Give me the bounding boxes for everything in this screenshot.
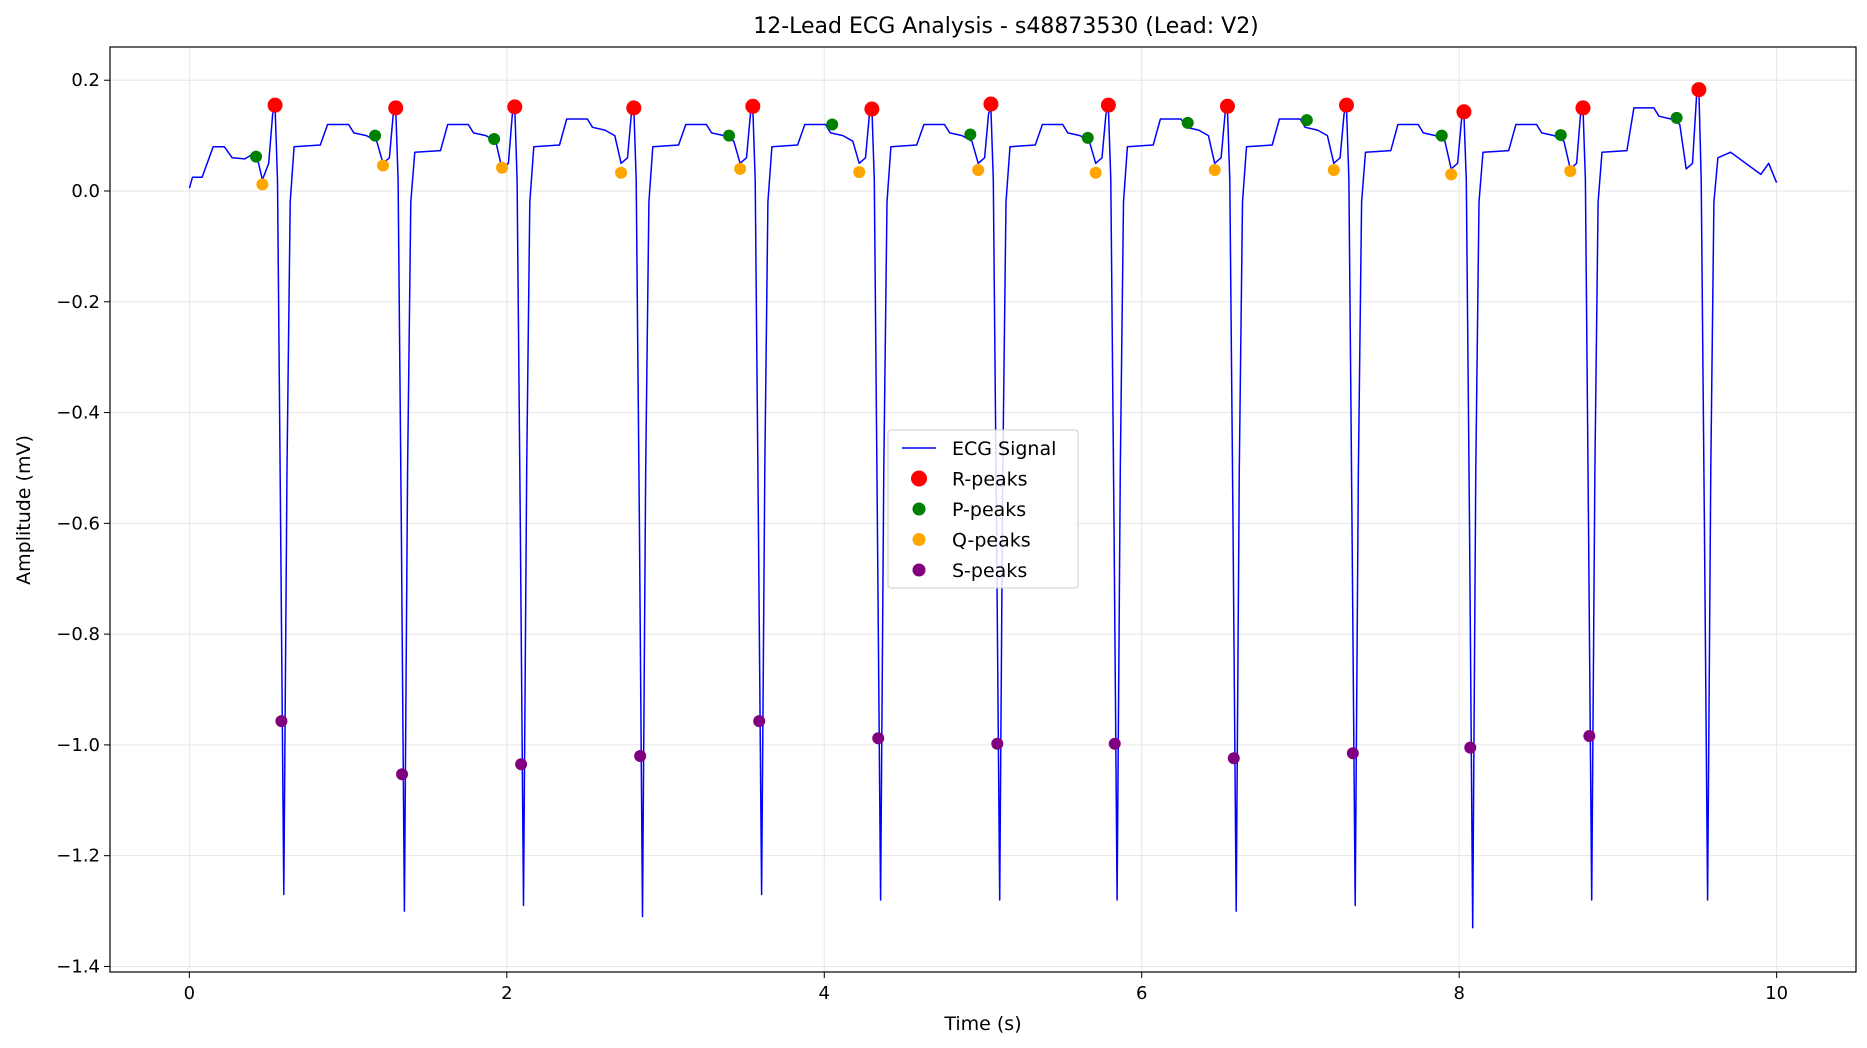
y-tick-label: −0.6 <box>56 513 100 534</box>
r-peaks-point <box>388 100 404 116</box>
s-peaks-point <box>515 758 528 771</box>
axes-frame <box>109 46 1857 973</box>
q-peaks-point <box>1089 166 1102 179</box>
s-peaks-point <box>753 715 766 728</box>
r-peaks-point <box>1575 100 1591 116</box>
p-peaks-point <box>369 129 382 142</box>
legend-label: S-peaks <box>952 560 1027 582</box>
s-peaks-point <box>1464 741 1477 754</box>
p-peaks-point <box>723 129 736 142</box>
s-peaks-point <box>872 732 885 745</box>
x-tick-label: 2 <box>501 983 512 1004</box>
x-tick-label: 4 <box>819 983 830 1004</box>
legend-swatch-p-peaks <box>912 502 926 516</box>
s-peaks-point <box>1583 730 1596 743</box>
p-peaks-point <box>1300 114 1313 127</box>
q-peaks-point <box>256 178 269 191</box>
legend-swatch-r-peaks <box>911 470 927 487</box>
p-peaks-point <box>826 118 839 131</box>
s-peaks-point <box>396 768 409 781</box>
legend-box <box>887 429 1079 589</box>
q-peaks-point <box>377 159 390 172</box>
q-peaks-point <box>1445 168 1458 181</box>
y-tick-label: −1.2 <box>56 846 100 867</box>
x-axis-label: Time (s) <box>943 1013 1021 1035</box>
y-axis-label: Amplitude (mV) <box>13 435 35 585</box>
s-peaks-point <box>1227 752 1240 765</box>
q-peaks-point <box>853 166 866 179</box>
y-tick-label: −0.2 <box>56 292 100 313</box>
r-peaks-point <box>1691 82 1707 98</box>
r-peaks-point <box>626 100 642 116</box>
r-peaks-point <box>267 97 283 113</box>
q-peaks-point <box>1564 165 1577 178</box>
s-peaks-point <box>991 737 1004 750</box>
p-peaks-point <box>964 128 977 141</box>
q-peaks-point <box>734 162 747 175</box>
legend-label: P-peaks <box>952 499 1026 521</box>
legend-swatch-s-peaks <box>912 563 926 577</box>
x-tick-label: 0 <box>184 983 195 1004</box>
s-peaks-point <box>634 749 647 762</box>
q-peaks-point <box>972 163 985 176</box>
s-peaks-point <box>1108 737 1121 750</box>
legend-label: ECG Signal <box>952 438 1056 460</box>
x-tick-label: 6 <box>1136 983 1147 1004</box>
s-peaks-point <box>275 715 288 728</box>
r-peaks-point <box>1219 98 1235 114</box>
r-peaks-point <box>1338 97 1354 113</box>
r-peaks-point <box>745 98 761 114</box>
y-tick-label: −1.4 <box>56 956 100 977</box>
y-tick-label: −1.0 <box>56 735 100 756</box>
r-peaks-point <box>507 99 523 115</box>
p-peaks-point <box>1181 116 1194 129</box>
y-tick-label: 0.0 <box>71 181 100 202</box>
p-peaks-point <box>1554 129 1567 142</box>
q-peaks-point <box>1327 163 1340 176</box>
r-peaks-point <box>1100 97 1116 113</box>
y-tick-label: −0.4 <box>56 403 100 424</box>
y-tick-label: −0.8 <box>56 624 100 645</box>
p-peaks-point <box>1670 111 1683 124</box>
p-peaks-point <box>1081 131 1094 144</box>
plot-area <box>188 82 1778 929</box>
y-tick-label: 0.2 <box>71 70 100 91</box>
legend: ECG Signal R-peaks P-peaks Q-peaks S-peaks <box>887 429 1079 589</box>
legend-swatch-q-peaks <box>912 533 926 546</box>
chart-title: 12-Lead ECG Analysis - s48873530 (Lead: … <box>753 14 1259 39</box>
legend-label: R-peaks <box>952 469 1028 491</box>
r-peaks-point <box>1456 104 1472 120</box>
p-peaks-point <box>488 132 501 145</box>
r-peaks-point <box>864 101 880 117</box>
x-tick-label: 8 <box>1453 983 1464 1004</box>
p-peaks-point <box>250 150 263 163</box>
x-tick-label: 10 <box>1765 983 1788 1004</box>
p-peaks-point <box>1435 129 1448 142</box>
axis-ticks: 0 2 4 6 8 10 0.2 0.0 −0.2 −0.4 −0.6 −0.8 −1.0 −1.2 −1.… <box>56 70 1788 1004</box>
r-peaks-point <box>983 96 999 112</box>
q-peaks-point <box>1208 163 1221 176</box>
s-peaks-point <box>1346 747 1359 760</box>
q-peaks-point <box>615 166 628 179</box>
q-peaks-point <box>496 161 509 174</box>
legend-label: Q-peaks <box>952 530 1031 552</box>
